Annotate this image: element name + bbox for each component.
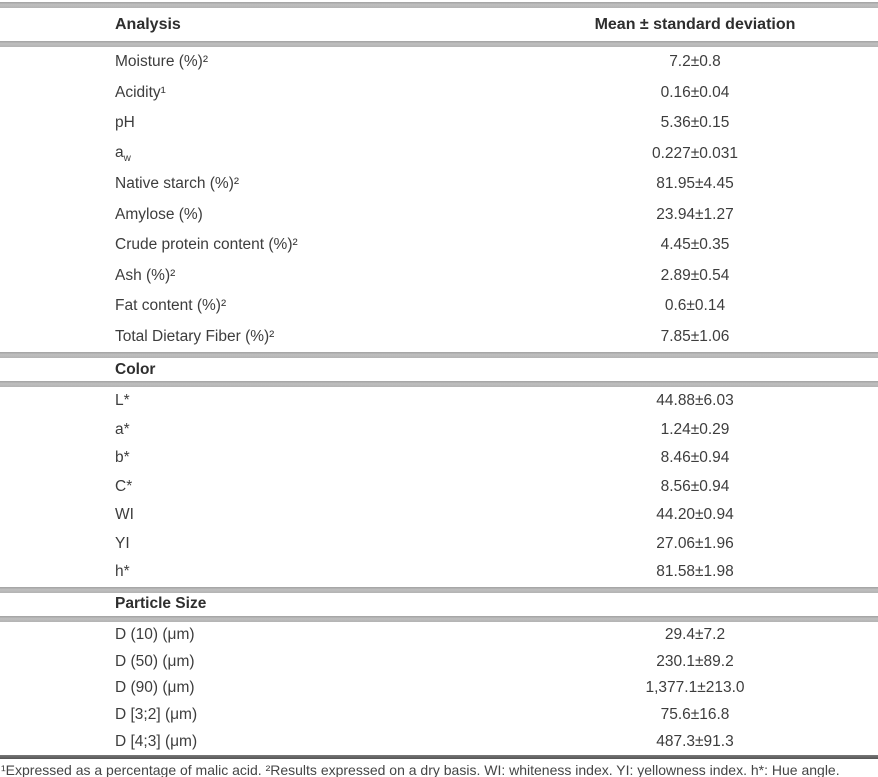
section-header-row: Particle Size xyxy=(0,593,878,616)
table-row: D (50) (μm) 230.1±89.2 xyxy=(0,648,878,675)
table-row: Fat content (%)² 0.6±0.14 xyxy=(0,291,878,322)
row-value: 27.06±1.96 xyxy=(656,534,734,552)
row-label: Acidity¹ xyxy=(115,83,166,101)
table-row: YI 27.06±1.96 xyxy=(0,530,878,559)
table-row: D (10) (μm) 29.4±7.2 xyxy=(0,622,878,649)
row-label: a* xyxy=(115,420,130,438)
row-label: D [3;2] (μm) xyxy=(115,706,198,724)
row-label: Total Dietary Fiber (%)² xyxy=(115,327,275,345)
section-rule xyxy=(0,381,878,387)
table-row: WI 44.20±0.94 xyxy=(0,501,878,530)
row-label: D (90) (μm) xyxy=(115,679,195,697)
section-rule xyxy=(0,615,878,622)
section-header-row: Color xyxy=(0,358,878,381)
row-label: D (50) (μm) xyxy=(115,652,195,670)
section-title: Particle Size xyxy=(115,595,207,612)
table-row: Total Dietary Fiber (%)² 7.85±1.06 xyxy=(0,322,878,353)
row-label: WI xyxy=(115,506,134,524)
column-header-mean: Mean ± standard deviation xyxy=(594,15,796,33)
row-label: Amylose (%) xyxy=(115,205,203,223)
table-row: Crude protein content (%)² 4.45±0.35 xyxy=(0,230,878,261)
table-footnote: ¹Expressed as a percentage of malic acid… xyxy=(1,762,840,777)
row-value: 7.85±1.06 xyxy=(660,327,730,345)
header-rule xyxy=(0,41,878,47)
table-row: Moisture (%)² 7.2±0.8 xyxy=(0,47,878,78)
section-rule xyxy=(0,352,878,358)
section-title: Color xyxy=(115,360,156,378)
row-label: D [4;3] (μm) xyxy=(115,733,198,751)
top-rule xyxy=(0,2,878,8)
row-value: 487.3±91.3 xyxy=(656,733,734,751)
row-value: 8.56±0.94 xyxy=(660,477,730,495)
table-row: aw 0.227±0.031 xyxy=(0,139,878,170)
bottom-rule xyxy=(0,755,878,760)
table-header-row: Analysis Mean ± standard deviation xyxy=(0,8,878,41)
row-label: L* xyxy=(115,392,130,410)
table-row: b* 8.46±0.94 xyxy=(0,444,878,473)
row-label-subscript: w xyxy=(123,152,131,164)
table-row: C* 8.56±0.94 xyxy=(0,473,878,502)
table-row: D [3;2] (μm) 75.6±16.8 xyxy=(0,702,878,729)
table-row: L* 44.88±6.03 xyxy=(0,387,878,416)
row-value: 1.24±0.29 xyxy=(660,420,730,438)
row-value: 1,377.1±213.0 xyxy=(645,679,745,697)
table-row: Native starch (%)² 81.95±4.45 xyxy=(0,169,878,200)
row-value: 29.4±7.2 xyxy=(664,625,726,643)
row-label: YI xyxy=(115,534,130,552)
row-value: 75.6±16.8 xyxy=(660,706,730,724)
row-value: 4.45±0.35 xyxy=(660,236,730,254)
table-row: Amylose (%) 23.94±1.27 xyxy=(0,200,878,231)
row-value: 81.95±4.45 xyxy=(656,175,734,193)
table-row: h* 81.58±1.98 xyxy=(0,558,878,587)
row-value: 7.2±0.8 xyxy=(669,53,721,71)
section-rule xyxy=(0,586,878,593)
row-value: 0.16±0.04 xyxy=(660,83,730,101)
row-value: 23.94±1.27 xyxy=(656,205,734,223)
table-row: D [4;3] (μm) 487.3±91.3 xyxy=(0,729,878,756)
row-label: Moisture (%)² xyxy=(115,53,209,71)
row-value: 5.36±0.15 xyxy=(660,114,730,132)
table-body: Moisture (%)² 7.2±0.8 Acidity¹ 0.16±0.04 pH 5… xyxy=(0,47,878,755)
row-value: 81.58±1.98 xyxy=(656,563,734,581)
row-label: aw xyxy=(115,143,131,164)
row-value: 0.227±0.031 xyxy=(651,144,739,162)
row-label: D (10) (μm) xyxy=(115,625,195,643)
row-label: Ash (%)² xyxy=(115,266,176,284)
row-label: C* xyxy=(115,477,133,495)
row-value: 8.46±0.94 xyxy=(660,449,730,467)
row-value: 0.6±0.14 xyxy=(664,297,726,315)
row-label: h* xyxy=(115,563,130,581)
row-label: b* xyxy=(115,449,130,467)
row-label: Native starch (%)² xyxy=(115,175,240,193)
row-label: Fat content (%)² xyxy=(115,297,227,315)
row-label: pH xyxy=(115,114,135,132)
table-row: Ash (%)² 2.89±0.54 xyxy=(0,261,878,292)
row-value: 230.1±89.2 xyxy=(656,652,734,670)
row-value: 44.88±6.03 xyxy=(656,392,734,410)
row-value: 44.20±0.94 xyxy=(656,506,734,524)
column-header-analysis: Analysis xyxy=(115,15,181,33)
table-row: Acidity¹ 0.16±0.04 xyxy=(0,78,878,109)
table-row: D (90) (μm) 1,377.1±213.0 xyxy=(0,675,878,702)
row-label: Crude protein content (%)² xyxy=(115,236,298,254)
table-row: a* 1.24±0.29 xyxy=(0,416,878,445)
table-row: pH 5.36±0.15 xyxy=(0,108,878,139)
row-value: 2.89±0.54 xyxy=(660,266,730,284)
